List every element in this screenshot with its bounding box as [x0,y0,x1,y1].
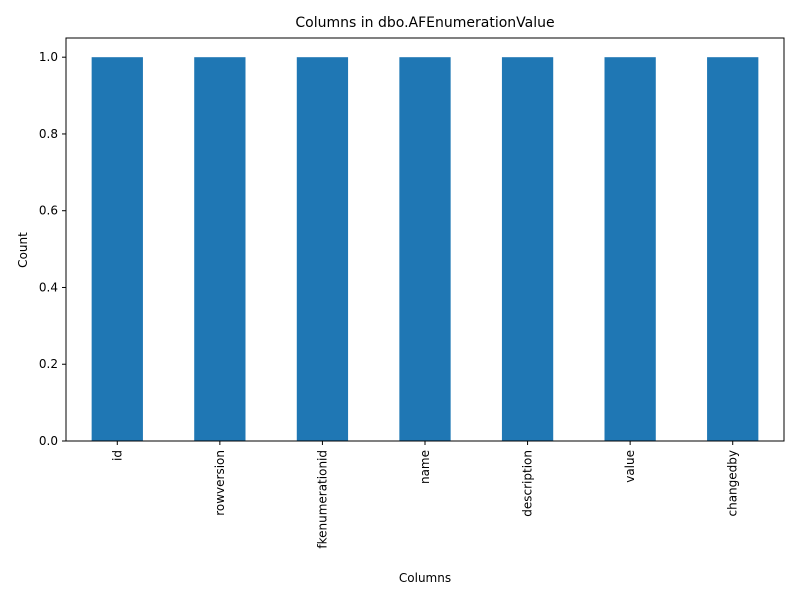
x-tick-label-value: value [623,450,637,483]
x-tick-label-fkenumerationid: fkenumerationid [315,450,329,549]
y-tick-label: 0.8 [39,127,58,141]
x-tick-label-name: name [418,450,432,484]
plot-frame [65,37,785,442]
x-tick-label-id: id [110,450,124,461]
y-axis-title: Count [16,232,30,268]
chart-title: Columns in dbo.AFEnumerationValue [295,15,554,31]
y-tick-label: 0.6 [39,204,58,218]
bar-value [604,57,656,441]
x-tick-label-description: description [521,450,535,517]
y-tick-label: 0.2 [39,357,58,371]
bar-name [399,57,451,441]
bar-changedby [707,57,759,441]
x-tick-label-rowversion: rowversion [213,450,227,516]
bar-id [91,57,143,441]
bars-group [91,57,759,441]
y-tick-label: 0.0 [39,434,58,448]
y-axis: 0.0 0.2 0.4 0.6 0.8 1.0 [39,50,66,448]
x-axis-title: Columns [399,571,451,585]
x-axis: id rowversion fkenumerationid name descripti… [110,441,740,549]
y-tick-label: 0.4 [39,280,58,294]
bar-description [501,57,554,441]
x-tick-label-changedby: changedby [726,450,740,517]
bar-fkenumerationid [296,57,349,441]
bar-rowversion [194,57,246,441]
y-tick-label: 1.0 [39,50,58,64]
